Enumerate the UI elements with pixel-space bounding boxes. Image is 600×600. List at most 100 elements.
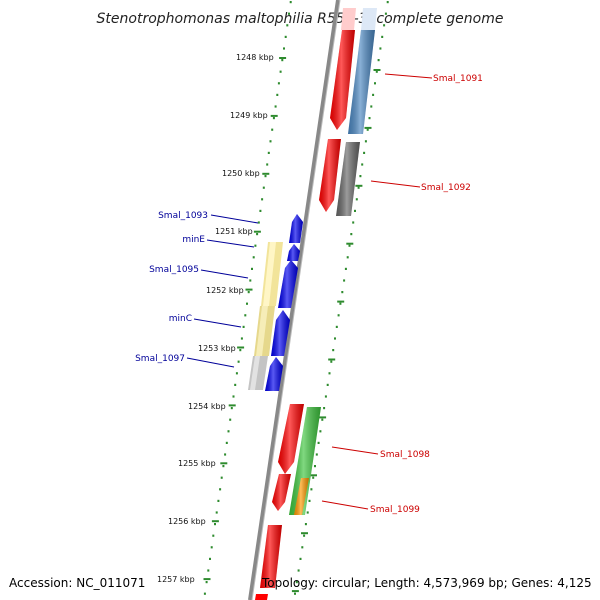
tick-minor [232, 395, 235, 398]
kbp-label: 1248 kbp [236, 53, 274, 62]
tick-minor [304, 523, 307, 526]
gene-label-Smal_1098: Smal_1098 [380, 450, 430, 460]
topology-text: Topology: circular; Length: 4,573,969 bp… [262, 576, 592, 590]
tick-minor [289, 1, 292, 4]
tick-minor [271, 128, 274, 131]
kbp-label: 1251 kbp [215, 227, 253, 236]
tick-minor [210, 546, 213, 549]
inner-gene-track [265, 214, 303, 391]
tick-minor [328, 372, 331, 375]
tick-minor [212, 534, 215, 537]
gene-red-shade [319, 139, 341, 212]
gene-label-Smal_1091: Smal_1091 [433, 74, 483, 84]
gene-minE-shade [287, 244, 300, 261]
tick-minor [266, 163, 269, 166]
gene-Smal_1093-shade [289, 214, 303, 243]
tick-minor [384, 12, 387, 15]
gene-green-shade [289, 407, 321, 515]
tick-minor [344, 267, 347, 270]
tick-minor [251, 267, 253, 270]
gene-label-Smal_1099: Smal_1099 [370, 505, 420, 515]
tick-minor [335, 325, 338, 328]
tick-minor [375, 70, 378, 73]
gene-red-shade [278, 404, 304, 474]
tick-minor [256, 233, 259, 236]
tick-minor [209, 557, 211, 560]
tick-minor [361, 163, 364, 166]
tick-minor [297, 569, 300, 572]
tick-minor [269, 140, 272, 143]
leader-minC [193, 318, 242, 328]
tick-minor [372, 93, 375, 96]
gene-label-Smal_1092: Smal_1092 [421, 183, 471, 193]
tick-minor [279, 70, 282, 73]
tick-minor [264, 175, 267, 178]
tick-minor [234, 383, 237, 386]
gene-Smal_1095-shade [278, 260, 298, 308]
tick-minor [219, 488, 222, 491]
gene-label-minC: minC [169, 314, 192, 324]
tick-minor [350, 233, 353, 236]
leader-Smal_1097 [186, 357, 235, 368]
tick-minor [281, 59, 284, 62]
tick-minor [205, 581, 208, 584]
tick-minor [326, 383, 329, 386]
gene-label-minE: minE [182, 235, 205, 245]
tick-minor [346, 256, 349, 259]
kbp-scale: 1248 kbp 1249 kbp 1250 kbp 1251 kbp 1252… [157, 53, 274, 584]
feature-lightgray-light [250, 356, 260, 390]
tick-minor [249, 279, 252, 282]
tick-minor [364, 140, 367, 143]
tick-minor [225, 441, 228, 444]
tick-minor [357, 186, 360, 189]
tick-minor [368, 117, 371, 120]
tick-minor [299, 557, 302, 560]
gene-labels: Smal_1091 Smal_1092 Smal_1098 Smal_1099 … [135, 74, 483, 515]
feature-pink [341, 8, 356, 30]
gene-minC-shade [271, 310, 290, 356]
leader-Smal_1095 [200, 269, 249, 279]
tick-minor [341, 291, 344, 294]
gene-steelblue-shade [348, 30, 375, 134]
feature-paleblue [361, 8, 377, 30]
tick-minor [306, 511, 309, 514]
tick-minor [288, 12, 290, 15]
tick-minor [220, 476, 223, 479]
leader-Smal_1098 [331, 446, 379, 455]
tick-minor [337, 314, 340, 317]
tick-minor [284, 35, 287, 38]
kbp-label: 1249 kbp [230, 111, 268, 120]
gene-label-Smal_1093: Smal_1093 [158, 211, 208, 221]
tick-minor [343, 279, 346, 282]
tick-minor [310, 488, 313, 491]
tick-minor [240, 337, 243, 340]
tick-minor [370, 105, 373, 108]
tick-minor [217, 499, 220, 502]
tick-minor [374, 82, 376, 85]
kbp-label: 1252 kbp [206, 286, 244, 295]
leader-minE [206, 239, 255, 248]
tick-minor [244, 314, 247, 317]
gene-label-Smal_1095: Smal_1095 [149, 265, 199, 275]
tick-minor [317, 441, 320, 444]
tick-minor [224, 453, 227, 456]
tick-minor [294, 592, 296, 595]
feature-khaki-light [256, 306, 268, 356]
tick-minor [207, 569, 210, 572]
tick-minor [354, 209, 356, 212]
tick-minor [363, 151, 366, 154]
tick-minor [262, 186, 265, 189]
tick-track-inner [203, 1, 292, 595]
tick-minor [215, 511, 218, 514]
kbp-label: 1250 kbp [222, 169, 260, 178]
leader-Smal_1093 [210, 214, 259, 224]
inner-feature-track [248, 242, 283, 390]
label-leaders [186, 73, 433, 510]
kbp-label: 1253 kbp [198, 344, 236, 353]
tick-minor [295, 581, 298, 584]
tick-minor [312, 476, 315, 479]
tick-minor [267, 151, 270, 154]
tick-minor [246, 302, 248, 305]
tick-minor [308, 499, 311, 502]
